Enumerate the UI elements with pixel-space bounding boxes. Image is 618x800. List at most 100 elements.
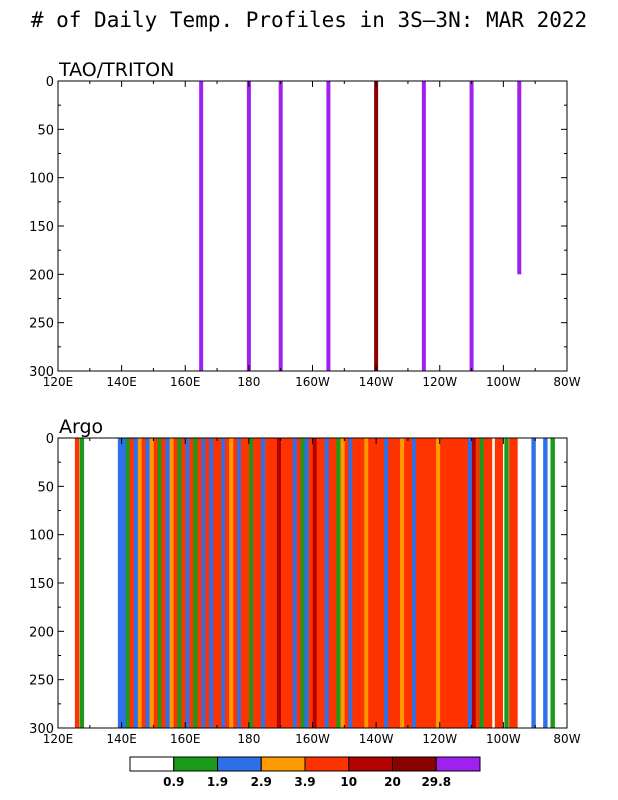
- profile-bar: [475, 438, 481, 728]
- x-tick-label: 120W: [422, 375, 457, 389]
- y-tick-label: 50: [37, 480, 54, 495]
- colorbar-swatch: [260, 756, 306, 772]
- profile-bar: [296, 438, 302, 728]
- x-tick-label: 140E: [106, 732, 137, 746]
- profile-bar: [550, 438, 555, 728]
- profile-bar: [304, 438, 309, 728]
- x-tick-label: 160E: [170, 732, 201, 746]
- profile-bar: [256, 438, 262, 728]
- colorbar-swatch: [173, 756, 218, 772]
- profile-bar: [272, 438, 278, 728]
- profile-bar: [281, 438, 286, 728]
- colorbar-swatch: [392, 756, 437, 772]
- profile-bar: [300, 438, 306, 728]
- profile-bar: [517, 81, 522, 275]
- profile-bar: [288, 438, 294, 728]
- colorbar-label: 1.9: [207, 775, 228, 789]
- profile-bar: [217, 438, 222, 728]
- profile-bar: [360, 438, 365, 728]
- profile-bar: [459, 438, 465, 728]
- profile-bar: [392, 438, 397, 728]
- profile-bar: [284, 438, 290, 728]
- x-tick-label: 120E: [43, 375, 74, 389]
- profile-bar: [384, 438, 389, 728]
- colorbar-label: 2.9: [251, 775, 272, 789]
- profile-bar: [435, 438, 441, 728]
- profile-bar: [201, 438, 206, 728]
- y-tick-label: 200: [29, 268, 54, 283]
- profile-bar: [276, 438, 282, 728]
- x-tick-label: 160W: [295, 732, 330, 746]
- y-tick-label: 300: [29, 722, 54, 737]
- profile-bar: [165, 438, 170, 728]
- y-tick-label: 0: [46, 75, 54, 90]
- profile-bar: [348, 438, 353, 728]
- profile-bar: [421, 81, 426, 371]
- x-tick-label: 180: [237, 732, 260, 746]
- profile-bar: [356, 438, 361, 728]
- profile-bar: [197, 438, 202, 728]
- colorbar: 0.9 1.9 2.9 3.9 10 20 29.8: [129, 756, 481, 789]
- profile-bar: [173, 438, 178, 728]
- profile-bar: [324, 438, 330, 728]
- profile-bar: [308, 438, 314, 728]
- x-tick-label: 140E: [106, 375, 137, 389]
- profile-bar: [249, 438, 254, 728]
- profile-bar: [245, 438, 250, 728]
- panel-label: TAO/TRITON: [58, 59, 174, 81]
- profile-bar: [74, 438, 80, 728]
- profile-bar: [344, 438, 350, 728]
- colorbar-swatch: [129, 756, 175, 772]
- profile-bar: [513, 438, 518, 728]
- y-tick-label: 0: [46, 432, 54, 447]
- profile-bar: [209, 438, 214, 728]
- y-tick-label: 150: [29, 220, 54, 235]
- profile-bar: [320, 438, 325, 728]
- profile-bar: [376, 438, 381, 728]
- profile-bar: [408, 438, 413, 728]
- profile-bar: [443, 438, 449, 728]
- profile-bar: [185, 438, 191, 728]
- profile-bar: [193, 438, 198, 728]
- profile-bar: [141, 438, 147, 728]
- profile-bar: [225, 438, 230, 728]
- profile-bar: [440, 438, 445, 728]
- profile-bar: [145, 438, 150, 728]
- profile-bar: [471, 438, 477, 728]
- profile-bar: [326, 81, 331, 371]
- panel-label: Argo: [59, 416, 103, 438]
- y-tick-label: 50: [37, 123, 54, 138]
- profile-bar: [447, 438, 453, 728]
- profile-bar: [260, 438, 266, 728]
- profile-bar: [431, 438, 437, 728]
- y-tick-label: 250: [29, 674, 54, 689]
- profile-bar: [316, 438, 322, 728]
- profile-bar: [133, 438, 139, 728]
- y-tick-label: 100: [29, 172, 54, 187]
- profile-bar: [404, 438, 409, 728]
- profile-bar: [372, 438, 377, 728]
- profile-bar: [494, 438, 500, 728]
- profile-bar: [412, 438, 417, 728]
- x-tick-label: 120W: [422, 732, 457, 746]
- profile-bar: [157, 438, 163, 728]
- profile-bar: [463, 438, 469, 728]
- profile-bar: [415, 438, 421, 728]
- profile-bar: [469, 81, 474, 371]
- x-tick-label: 80W: [553, 732, 580, 746]
- profile-bar: [531, 438, 536, 728]
- colorbar-swatch: [348, 756, 393, 772]
- profile-bar: [352, 438, 357, 728]
- profile-bar: [368, 438, 373, 728]
- profile-bar: [420, 438, 425, 728]
- plot-frame: [57, 80, 568, 372]
- profile-bar: [161, 438, 166, 728]
- profile-bar: [149, 438, 155, 728]
- y-tick-label: 200: [29, 625, 54, 640]
- profile-bar: [340, 438, 345, 728]
- profile-bar: [189, 438, 194, 728]
- colorbar-label: 29.8: [421, 775, 451, 789]
- profile-bar: [121, 438, 127, 728]
- profile-bar: [177, 438, 182, 728]
